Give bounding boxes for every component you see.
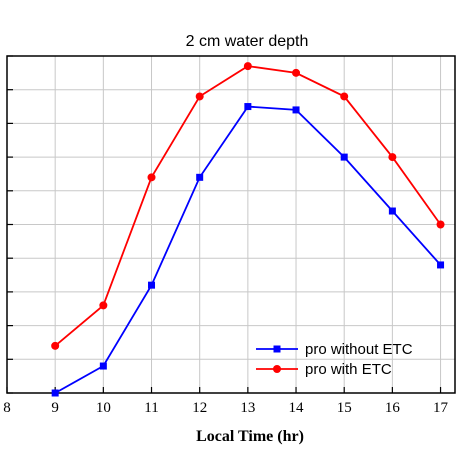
series-2 [51, 62, 445, 350]
x-tick-label: 13 [240, 400, 255, 416]
x-axis: 8 9 10 11 12 13 14 15 16 17 [3, 387, 449, 416]
legend-label: pro with ETC [305, 361, 392, 378]
series-1 [51, 103, 445, 397]
data-point [437, 261, 445, 269]
x-tick-label: 15 [337, 400, 352, 416]
x-tick-label: 12 [192, 400, 207, 416]
series-group [51, 62, 445, 397]
data-point [243, 62, 252, 71]
data-point [195, 92, 204, 101]
data-point [436, 220, 445, 229]
data-point [99, 362, 107, 370]
x-tick-label: 9 [51, 400, 59, 416]
data-point [148, 281, 156, 289]
chart-title: 2 cm water depth [186, 33, 309, 50]
data-point [196, 173, 204, 181]
data-point [99, 301, 108, 310]
legend: pro without ETC pro with ETC [256, 341, 413, 378]
x-tick-label: 16 [385, 400, 401, 416]
x-axis-label: Local Time (hr) [196, 428, 304, 445]
x-tick-label: 8 [3, 400, 11, 416]
data-point [388, 207, 396, 215]
data-point [51, 341, 60, 350]
data-point [340, 153, 348, 161]
data-point [292, 68, 301, 77]
x-tick-label: 10 [96, 400, 111, 416]
x-tick-label: 11 [144, 400, 158, 416]
x-tick-label: 14 [289, 400, 305, 416]
legend-label: pro without ETC [305, 341, 413, 358]
data-point [388, 153, 397, 162]
data-point [147, 173, 156, 182]
data-point [292, 106, 300, 114]
legend-marker [273, 365, 281, 373]
data-point [340, 92, 349, 101]
data-point [51, 389, 59, 397]
legend-marker [273, 345, 281, 353]
y-axis-ticks [7, 55, 13, 394]
x-tick-label: 17 [433, 400, 449, 416]
data-point [244, 103, 252, 111]
